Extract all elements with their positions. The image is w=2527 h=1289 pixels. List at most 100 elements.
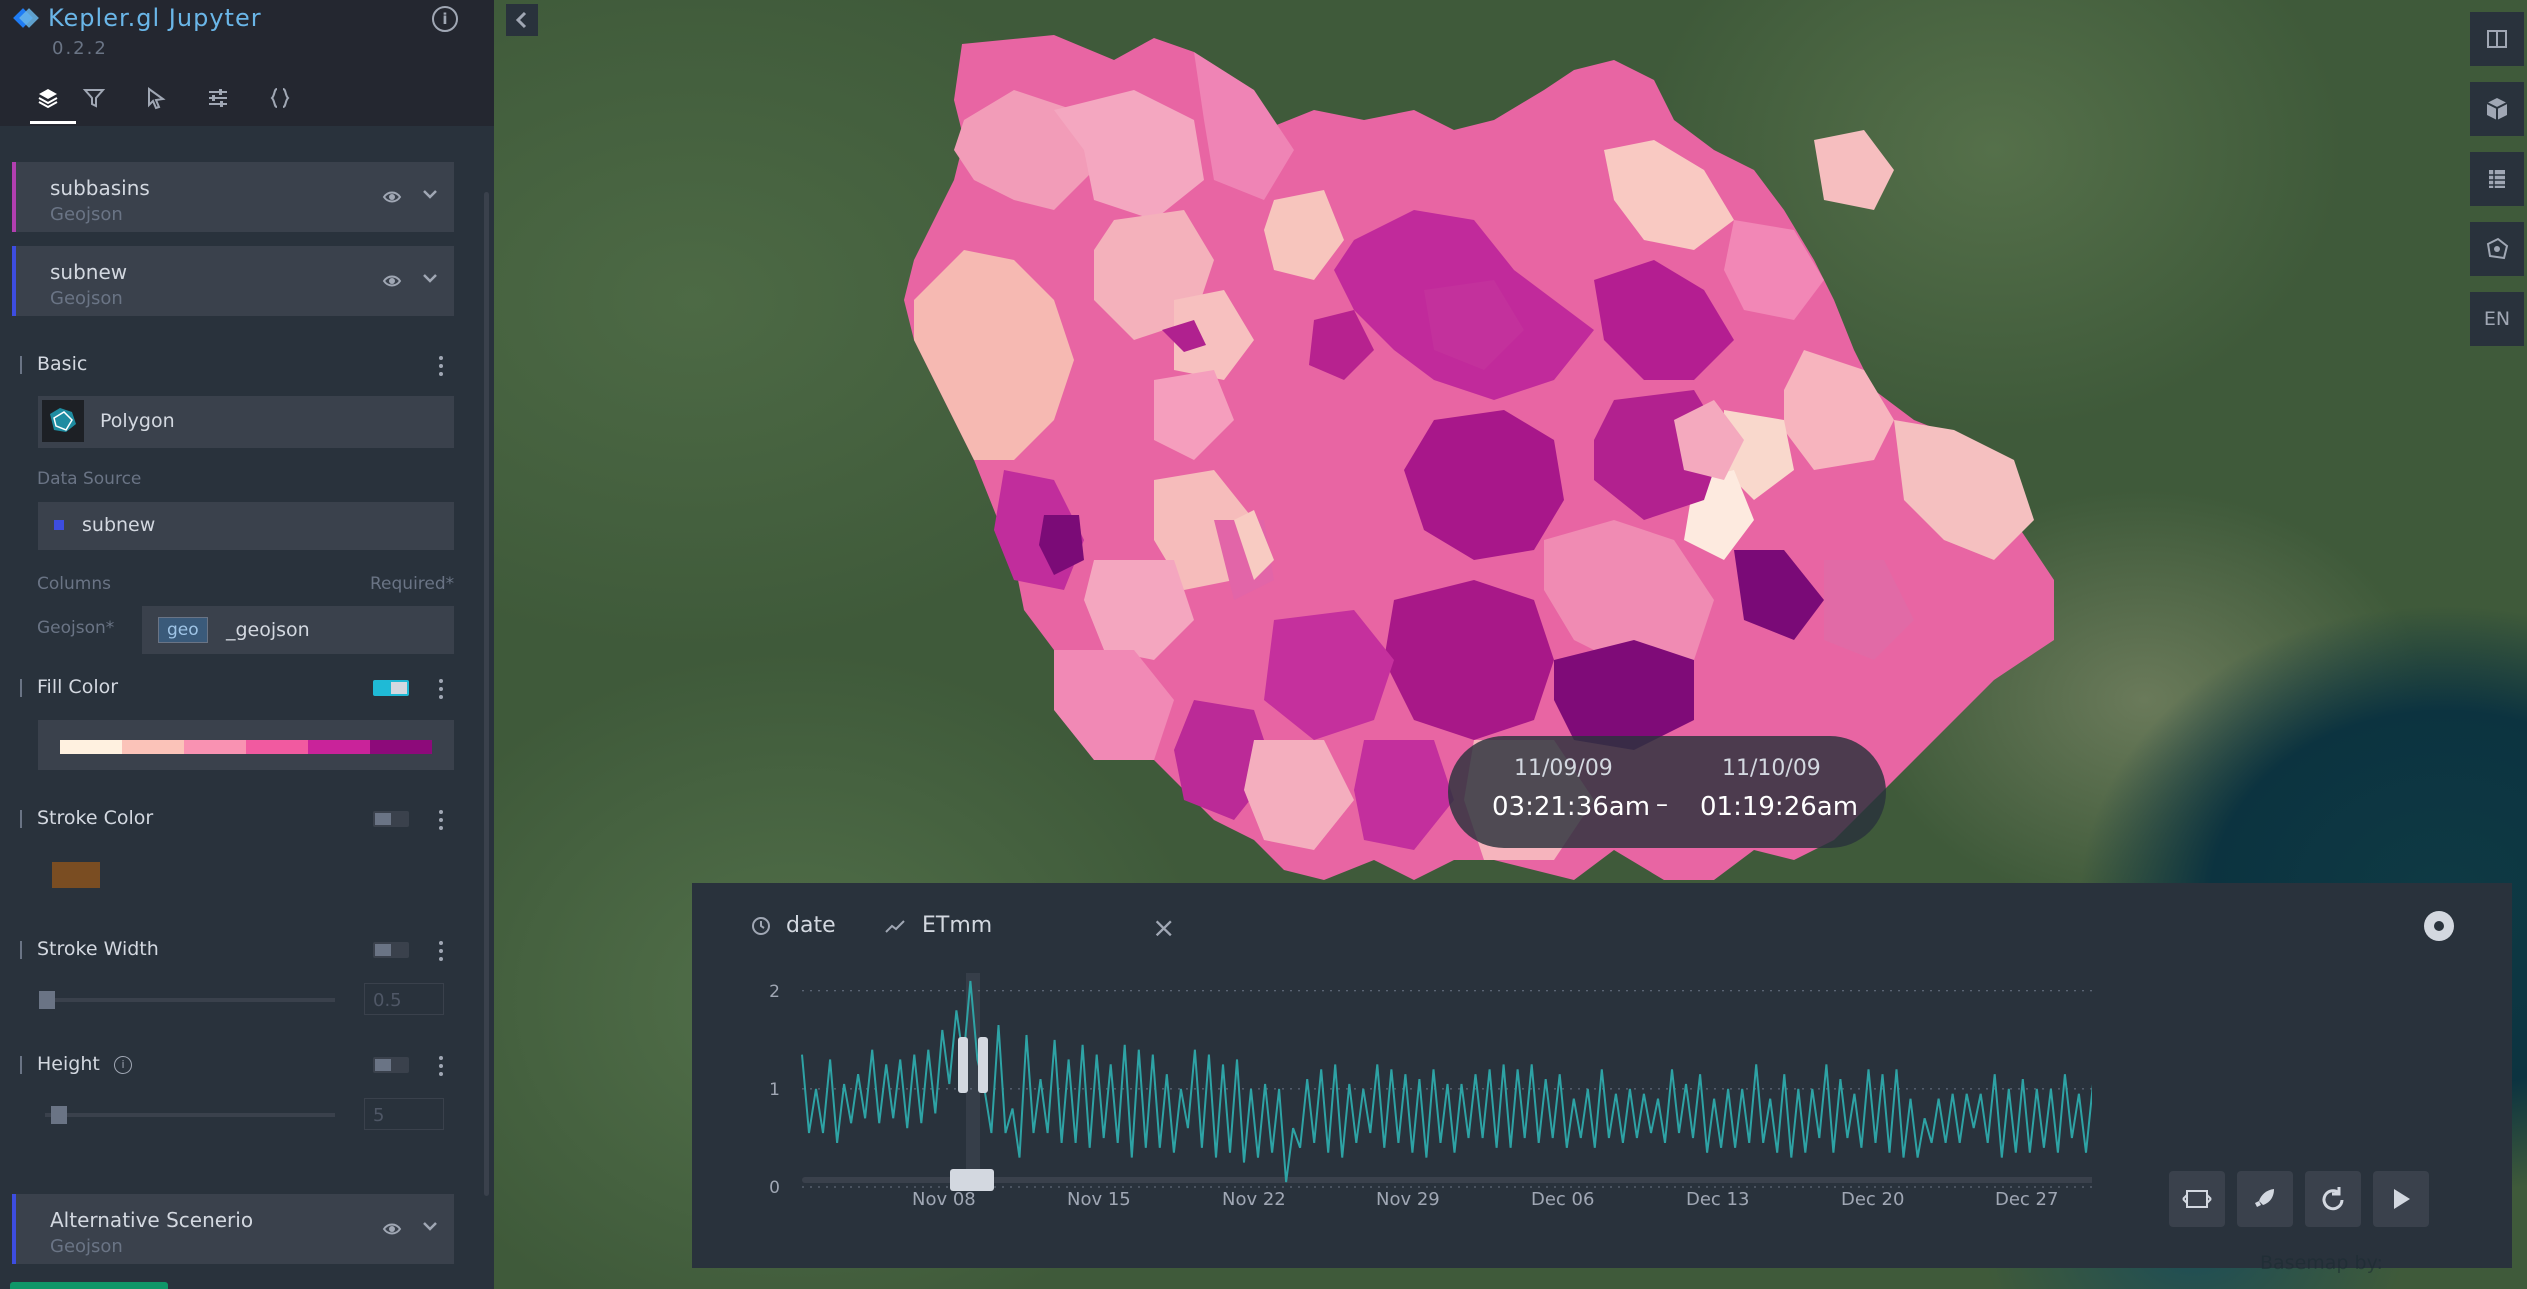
start-date: 11/09/09 <box>1514 756 1613 781</box>
start-time: 03:21:36am <box>1492 792 1651 822</box>
side-panel: Kepler.gl Jupyter 0.2.2 i subbasins <box>0 0 494 1289</box>
widget-settings-icon[interactable] <box>2424 911 2454 941</box>
trend-line-icon <box>885 919 905 933</box>
fill-palette-selector[interactable] <box>38 720 454 770</box>
map-canvas[interactable] <box>494 0 2527 1289</box>
stroke-width-slider[interactable] <box>45 998 335 1002</box>
info-icon[interactable]: i <box>114 1056 132 1074</box>
color-palette <box>60 740 432 754</box>
speed-button[interactable] <box>2237 1171 2293 1227</box>
layer-color-bar <box>12 162 16 232</box>
height-slider[interactable] <box>45 1113 335 1117</box>
stroke-color-selector[interactable] <box>38 850 454 900</box>
layer-name: Alternative Scenerio <box>50 1208 254 1232</box>
reset-button[interactable] <box>2305 1171 2361 1227</box>
layers-icon <box>38 89 58 109</box>
geojson-column-select[interactable]: geo _geojson <box>142 606 454 654</box>
fill-color-toggle[interactable] <box>373 680 409 696</box>
range-handle-right[interactable] <box>978 1037 988 1093</box>
y-axis-selector[interactable]: ETmm <box>884 913 992 938</box>
speed-rocket-icon <box>2255 1189 2274 1207</box>
tab-layers[interactable] <box>20 76 76 124</box>
layer-list <box>0 126 494 1289</box>
stroke-width-input[interactable]: 0.5 <box>364 983 444 1015</box>
columns-label: Columns <box>37 574 111 594</box>
basic-label: Basic <box>37 353 88 375</box>
animation-window-icon <box>2182 1190 2212 1208</box>
x-tick-label: Nov 22 <box>1222 1189 1286 1210</box>
dataset-color-swatch <box>54 520 64 530</box>
split-map-button[interactable] <box>2470 12 2524 66</box>
section-marker <box>20 941 22 959</box>
braces-icon <box>270 88 290 108</box>
tab-config[interactable] <box>252 76 308 124</box>
play-button[interactable] <box>2373 1171 2429 1227</box>
chevron-down-icon[interactable] <box>420 184 440 204</box>
stroke-width-toggle[interactable] <box>373 942 409 958</box>
layer-panel-subbasins[interactable]: subbasins Geojson <box>12 162 454 232</box>
section-marker <box>20 810 22 828</box>
data-source-select[interactable]: subnew <box>38 502 454 550</box>
app-logo: Kepler.gl Jupyter <box>13 4 262 32</box>
layer-type: Geojson <box>50 204 123 225</box>
stroke-width-slider-thumb[interactable] <box>39 991 55 1009</box>
range-separator: – <box>1656 790 1668 818</box>
x-tick-label: Dec 27 <box>1995 1189 2059 1210</box>
eye-icon[interactable] <box>382 272 402 290</box>
layer-name: subnew <box>50 260 128 284</box>
palette-swatch <box>184 740 246 754</box>
time-range-display: 11/09/09 03:21:36am – 11/10/09 01:19:26a… <box>1448 736 1886 848</box>
time-series-chart[interactable]: 0 1 2 <box>692 963 2092 1193</box>
time-field-selector[interactable]: date <box>750 913 836 938</box>
toggle-3d-button[interactable] <box>2470 82 2524 136</box>
y-tick-label: 0 <box>769 1178 780 1193</box>
draw-polygon-icon <box>2486 237 2509 260</box>
height-input[interactable]: 5 <box>364 1098 444 1130</box>
tab-interactions[interactable] <box>128 76 184 124</box>
chevron-down-icon[interactable] <box>420 1216 440 1236</box>
legend-button[interactable] <box>2470 152 2524 206</box>
palette-swatch <box>246 740 308 754</box>
legend-icon <box>2489 170 2505 188</box>
range-handle-left[interactable] <box>958 1037 968 1093</box>
layer-type-selector[interactable]: Polygon <box>38 396 454 448</box>
cursor-icon <box>148 87 166 110</box>
x-tick-label: Nov 29 <box>1376 1189 1440 1210</box>
close-icon[interactable]: × <box>1152 911 1176 944</box>
polygon-icon <box>42 400 84 442</box>
selected-window <box>966 973 980 1173</box>
field-type-badge: geo <box>158 617 208 643</box>
layer-panel-subnew[interactable]: subnew Geojson <box>12 246 454 316</box>
tab-map-style[interactable] <box>190 76 246 124</box>
eye-icon[interactable] <box>382 188 402 206</box>
layer-panel-alternative-scenerio[interactable]: Alternative Scenerio Geojson <box>12 1194 454 1264</box>
kebab-menu-icon[interactable] <box>438 810 444 830</box>
draw-polygon-button[interactable] <box>2470 222 2524 276</box>
locale-button[interactable]: EN <box>2470 292 2524 346</box>
kebab-menu-icon[interactable] <box>438 356 444 376</box>
x-tick-label: Dec 20 <box>1841 1189 1905 1210</box>
info-icon[interactable]: i <box>432 6 458 32</box>
stroke-color-toggle[interactable] <box>373 811 409 827</box>
clock-icon <box>752 916 770 935</box>
collapse-panel-button[interactable] <box>506 4 538 36</box>
stroke-color-swatch[interactable] <box>52 862 100 888</box>
range-brush-handle[interactable] <box>950 1169 994 1191</box>
section-marker <box>20 679 22 697</box>
tab-filters[interactable] <box>66 76 122 124</box>
geojson-column-value: _geojson <box>226 619 310 641</box>
animation-window-button[interactable] <box>2169 1171 2225 1227</box>
stroke-color-label: Stroke Color <box>37 807 154 829</box>
side-scrollbar[interactable] <box>484 192 489 1196</box>
kebab-menu-icon[interactable] <box>438 679 444 699</box>
height-slider-thumb[interactable] <box>51 1106 67 1124</box>
time-axis-track[interactable] <box>802 1177 2092 1183</box>
filter-icon <box>82 89 106 108</box>
basin-polygons[interactable] <box>494 0 2527 1289</box>
add-layer-button[interactable] <box>10 1282 168 1289</box>
chevron-down-icon[interactable] <box>420 268 440 288</box>
eye-icon[interactable] <box>382 1220 402 1238</box>
height-toggle[interactable] <box>373 1057 409 1073</box>
kebab-menu-icon[interactable] <box>438 941 444 961</box>
kebab-menu-icon[interactable] <box>438 1056 444 1076</box>
